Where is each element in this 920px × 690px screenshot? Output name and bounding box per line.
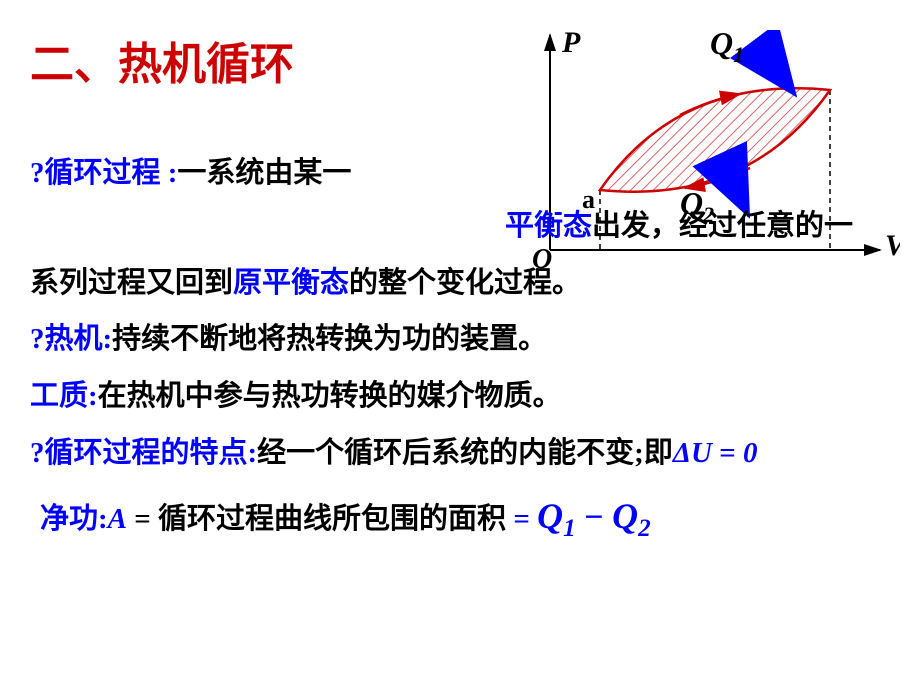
substance-def: 在热机中参与热功转换的媒介物质。 bbox=[98, 380, 562, 412]
p-label: P bbox=[561, 30, 581, 59]
q2-sub: 2 bbox=[638, 515, 651, 542]
q-feature: ?循环过程的特点: bbox=[30, 437, 257, 469]
para-cycle-def-1: ?循环过程 :一系统由某一 bbox=[30, 148, 505, 199]
para-cycle-def-3: 系列过程又回到原平衡态的整个变化过程。 bbox=[30, 258, 890, 309]
u-var: U bbox=[691, 437, 712, 469]
q-cycle: ?循环过程 : bbox=[30, 157, 177, 189]
q1-q: Q bbox=[537, 496, 563, 536]
zero: 0 bbox=[743, 437, 758, 469]
para-cycle-def-2: 平衡态出发，经过任意的一 bbox=[30, 201, 890, 252]
t1: 一系统由某一 bbox=[177, 157, 351, 189]
q2-var: Q2 bbox=[612, 496, 651, 536]
feature-text: 经一个循环后系统的内能不变;即 bbox=[257, 437, 673, 469]
para-working-substance: 工质:在热机中参与热功转换的媒介物质。 bbox=[30, 371, 890, 422]
t3: 的整个变化过程。 bbox=[349, 267, 581, 299]
delta-u-eq: ΔU = 0 bbox=[673, 437, 758, 469]
q1-label: Q1 bbox=[710, 30, 744, 67]
content-body: ?循环过程 :一系统由某一 平衡态出发，经过任意的一 系列过程又回到原平衡态的整… bbox=[30, 148, 890, 557]
equilibrium-1: 平衡态 bbox=[505, 210, 592, 242]
para-net-work: 净功:A = 循环过程曲线所包围的面积 = Q1 − Q2 bbox=[30, 485, 890, 551]
para-cycle-feature: ?循环过程的特点:经一个循环后系统的内能不变;即ΔU = 0 bbox=[30, 428, 890, 479]
t2a: 出发，经过任意的一 bbox=[592, 210, 853, 242]
net-work-label: 净功: bbox=[40, 503, 108, 535]
title-text: 二、热机循环 bbox=[30, 40, 294, 89]
q1-arrow bbox=[760, 48, 790, 88]
eq-sign: = bbox=[712, 437, 743, 469]
equilibrium-2: 原平衡态 bbox=[233, 267, 349, 299]
eq2: = bbox=[506, 503, 537, 535]
eq1: = bbox=[127, 503, 158, 535]
q-engine: ?热机: bbox=[30, 323, 112, 355]
para-heat-engine: ?热机:持续不断地将热转换为功的装置。 bbox=[30, 314, 890, 365]
t2b: 系列过程又回到 bbox=[30, 267, 233, 299]
q2-q: Q bbox=[612, 496, 638, 536]
q1-var: Q1 bbox=[537, 496, 576, 536]
substance-label: 工质: bbox=[30, 380, 98, 412]
section-title: 二、热机循环 bbox=[30, 28, 294, 92]
q1-sub: 1 bbox=[563, 515, 576, 542]
a-var: A bbox=[108, 503, 127, 535]
area-text: 循环过程曲线所包围的面积 bbox=[158, 503, 506, 535]
engine-def: 持续不断地将热转换为功的装置。 bbox=[112, 323, 547, 355]
delta: Δ bbox=[673, 437, 691, 469]
minus: − bbox=[576, 499, 612, 536]
